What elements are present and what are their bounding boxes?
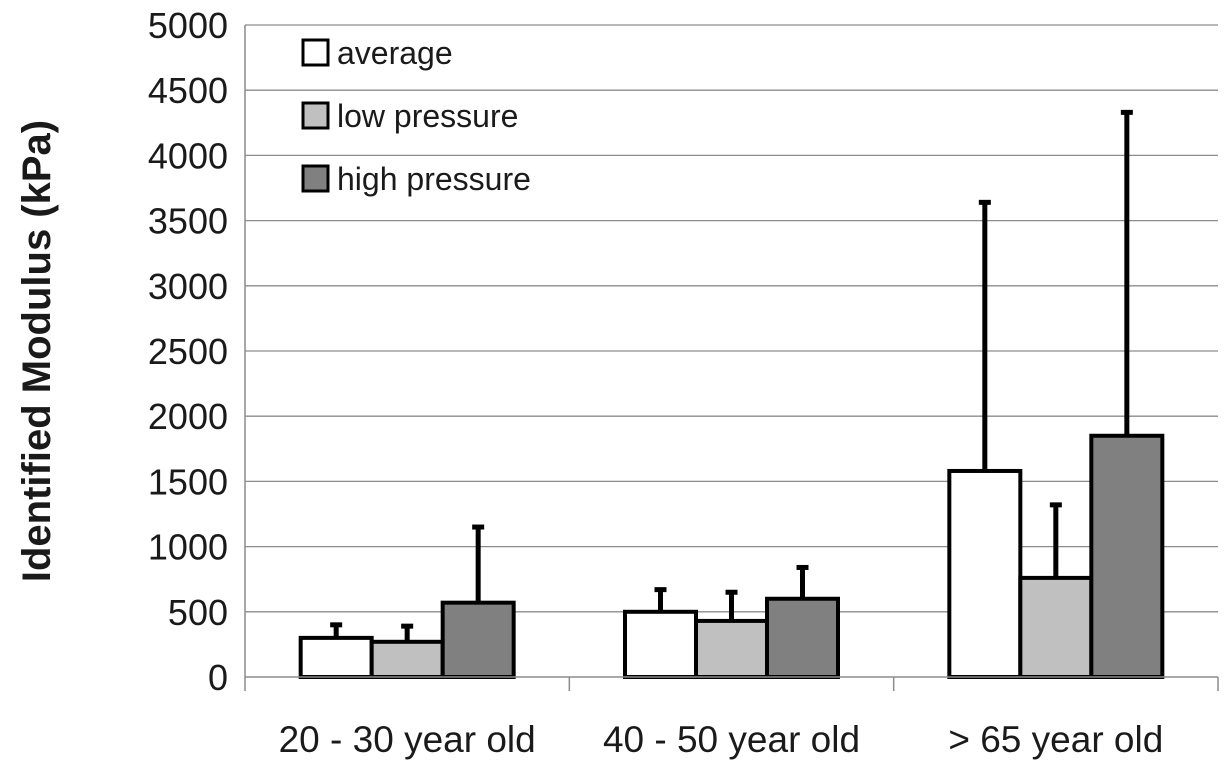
legend-label: low pressure: [337, 98, 518, 134]
x-category-label: 20 - 30 year old: [279, 719, 536, 760]
legend: average low pressure high pressure: [301, 35, 531, 197]
bar: [440, 600, 516, 679]
axes: [244, 25, 1219, 691]
gridlines: [245, 24, 1218, 613]
bar: [765, 596, 840, 680]
x-category-labels: 20 - 30 year old 40 - 50 year old > 65 yea…: [279, 719, 1164, 760]
bar: [947, 468, 1023, 679]
y-tick-label: 0: [208, 657, 228, 698]
y-tick-label: 1000: [148, 527, 228, 568]
legend-swatch: [301, 164, 330, 193]
legend-swatch: [301, 101, 330, 130]
bar: [1018, 575, 1094, 679]
y-tick-label: 3500: [148, 201, 228, 242]
y-tick-label: 2500: [148, 331, 228, 372]
y-tick-label: 2000: [148, 396, 228, 437]
bar: [694, 618, 769, 679]
y-tick-labels: 0 500 1000 1500 2000 2500 3000 3500 4000 4500 5000: [148, 5, 228, 698]
legend-label: high pressure: [337, 161, 531, 197]
legend-label: average: [337, 35, 453, 71]
y-axis-title: Identified Modulus (kPa): [15, 120, 59, 582]
x-category-label: 40 - 50 year old: [603, 719, 860, 760]
bar: [1089, 433, 1165, 680]
y-tick-label: 3000: [148, 266, 228, 307]
y-tick-label: 5000: [148, 5, 228, 46]
bar: [369, 639, 445, 679]
legend-swatch: [301, 38, 330, 67]
bars: [298, 109, 1165, 680]
y-tick-label: 4000: [148, 135, 228, 176]
bar: [298, 635, 374, 680]
y-tick-label: 1500: [148, 461, 228, 502]
y-tick-label: 500: [168, 592, 228, 633]
x-category-label: > 65 year old: [948, 719, 1163, 760]
y-tick-label: 4500: [148, 70, 228, 111]
bar: [623, 609, 698, 679]
